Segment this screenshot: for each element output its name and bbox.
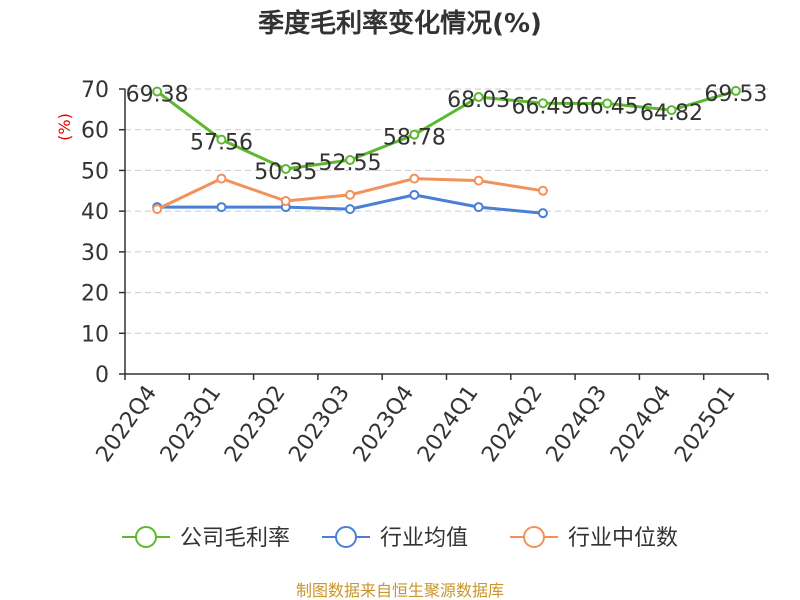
series-point-0 bbox=[409, 129, 420, 140]
series-point-0 bbox=[666, 105, 677, 116]
x-tick-label: 2023Q1 bbox=[156, 381, 227, 467]
x-tick-label: 2024Q2 bbox=[477, 381, 548, 467]
y-tick-label: 20 bbox=[81, 282, 109, 307]
series-point-1 bbox=[473, 202, 484, 213]
data-label: 58.78 bbox=[383, 126, 446, 151]
series-point-2 bbox=[537, 185, 548, 196]
data-label: 57.56 bbox=[190, 131, 253, 156]
x-tick-label: 2023Q2 bbox=[220, 381, 291, 467]
series-point-0 bbox=[730, 85, 741, 96]
series-point-0 bbox=[473, 92, 484, 103]
series-point-0 bbox=[602, 98, 613, 109]
series-point-1 bbox=[409, 189, 420, 200]
y-tick-label: 0 bbox=[95, 363, 109, 388]
source-note: 制图数据来自恒生聚源数据库 bbox=[296, 581, 504, 600]
legend: 公司毛利率 行业均值 行业中位数 bbox=[122, 526, 678, 551]
series-point-2 bbox=[152, 204, 163, 215]
series-point-1 bbox=[216, 202, 227, 213]
y-tick-label: 50 bbox=[81, 159, 109, 184]
x-tick-label: 2023Q4 bbox=[349, 381, 420, 467]
y-tick-label: 70 bbox=[81, 78, 109, 103]
x-tick-label: 2024Q4 bbox=[606, 381, 677, 467]
series-point-0 bbox=[345, 155, 356, 166]
series-point-2 bbox=[216, 173, 227, 184]
x-tick-label: 2025Q1 bbox=[670, 381, 741, 467]
y-tick-label: 30 bbox=[81, 241, 109, 266]
series-point-1 bbox=[345, 204, 356, 215]
chart-title: 季度毛利率变化情况(%) bbox=[258, 8, 542, 39]
legend-swatch-marker bbox=[523, 526, 545, 548]
x-tick-label: 2023Q3 bbox=[284, 381, 355, 467]
data-label: 66.45 bbox=[576, 94, 639, 119]
series-point-2 bbox=[280, 195, 291, 206]
legend-label: 行业中位数 bbox=[568, 526, 678, 551]
data-label: 68.03 bbox=[447, 88, 510, 113]
series-point-0 bbox=[216, 134, 227, 145]
series-point-2 bbox=[345, 189, 356, 200]
series-layer bbox=[152, 85, 741, 219]
x-tick-label: 2024Q1 bbox=[413, 381, 484, 467]
data-label: 66.49 bbox=[511, 94, 574, 119]
grid-layer bbox=[125, 88, 768, 334]
legend-label: 公司毛利率 bbox=[180, 526, 290, 551]
data-label: 64.82 bbox=[640, 101, 703, 126]
series-line-0 bbox=[156, 89, 737, 171]
data-label: 50.35 bbox=[254, 160, 317, 185]
series-point-0 bbox=[280, 164, 291, 175]
data-label: 69.38 bbox=[126, 83, 189, 108]
data-label: 52.55 bbox=[319, 151, 382, 176]
y-tick-label: 10 bbox=[81, 322, 109, 347]
y-axis-unit: (%) bbox=[55, 113, 74, 141]
x-tick-label: 2022Q4 bbox=[92, 381, 163, 467]
series-point-2 bbox=[409, 173, 420, 184]
series-point-0 bbox=[537, 98, 548, 109]
series-point-1 bbox=[537, 208, 548, 219]
y-tick-label: 40 bbox=[81, 200, 109, 225]
y-tick-label: 60 bbox=[81, 119, 109, 144]
x-tick-label: 2024Q3 bbox=[542, 381, 613, 467]
data-label: 69.53 bbox=[704, 82, 767, 107]
legend-swatch-marker bbox=[135, 526, 157, 548]
legend-label: 行业均值 bbox=[380, 526, 468, 551]
series-point-2 bbox=[473, 175, 484, 186]
legend-swatch-marker bbox=[335, 526, 357, 548]
series-point-0 bbox=[152, 86, 163, 97]
